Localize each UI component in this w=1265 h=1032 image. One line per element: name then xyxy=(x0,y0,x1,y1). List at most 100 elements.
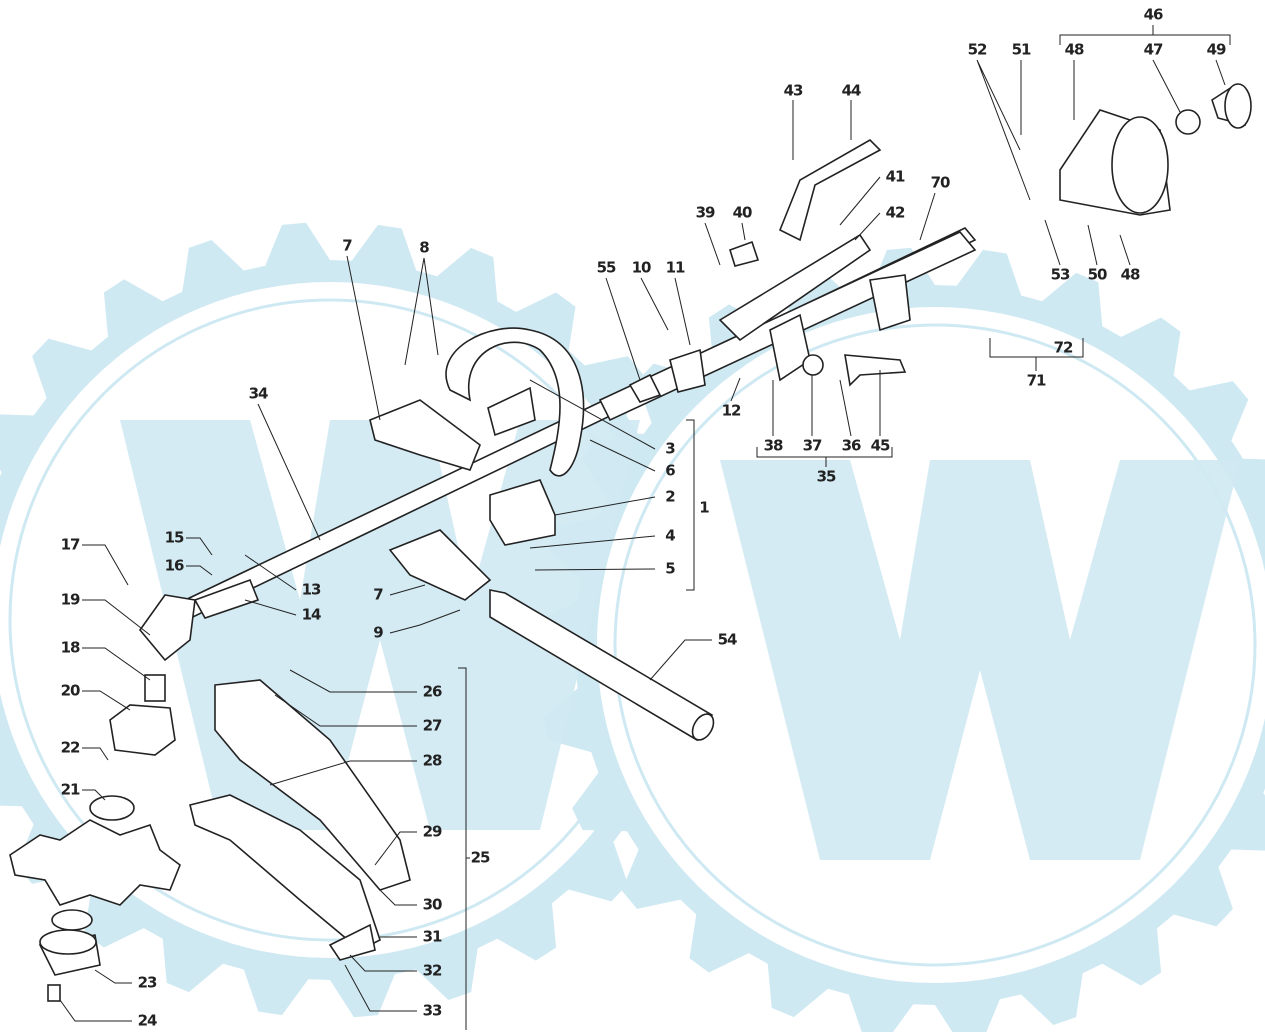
part-number: 48 xyxy=(1121,266,1140,284)
part-number: 31 xyxy=(423,928,442,946)
throttle-plate xyxy=(718,233,872,342)
part-number: 19 xyxy=(61,591,80,609)
part-number: 53 xyxy=(1051,266,1070,284)
part-number: 43 xyxy=(784,82,803,100)
leader-line xyxy=(82,599,151,636)
part-number: 1 xyxy=(699,499,709,517)
leader-line xyxy=(839,176,881,226)
leader-line xyxy=(458,667,467,1030)
upper-clamp xyxy=(369,399,481,471)
washer xyxy=(802,354,824,376)
part-number: 27 xyxy=(423,717,442,735)
leader-line xyxy=(244,599,297,616)
part-number: 13 xyxy=(302,581,321,599)
leader-line xyxy=(976,59,1031,201)
tube-end xyxy=(691,713,715,741)
part-number: 26 xyxy=(423,683,442,701)
part-number: 25 xyxy=(471,849,490,867)
part-number: 49 xyxy=(1207,41,1226,59)
part-number: 21 xyxy=(61,781,80,799)
gear-ring xyxy=(613,323,1257,967)
leader-line xyxy=(59,999,132,1022)
leader-line xyxy=(534,568,656,571)
leader-line xyxy=(529,535,656,549)
leader-line xyxy=(1152,59,1181,113)
part-number: 9 xyxy=(373,624,383,642)
leader-line xyxy=(756,447,893,458)
leader-line xyxy=(289,669,417,693)
leader-line xyxy=(1059,34,1231,45)
gear-head xyxy=(138,594,196,662)
leader-lines xyxy=(59,25,1231,1030)
trigger xyxy=(844,354,907,387)
leader-line xyxy=(344,964,417,1012)
guard-clip xyxy=(328,923,376,961)
watermark-w xyxy=(720,460,1240,860)
part-number: 29 xyxy=(423,823,442,841)
cap-nut-top xyxy=(39,929,97,955)
part-number: 55 xyxy=(597,259,616,277)
washer-plate xyxy=(51,909,93,931)
grip xyxy=(869,274,911,332)
part-number: 3 xyxy=(665,440,675,458)
part-number: 35 xyxy=(817,468,836,486)
leader-line xyxy=(349,954,417,972)
part-number: 4 xyxy=(665,527,675,545)
leader-line xyxy=(741,222,746,241)
part-number: 32 xyxy=(423,962,442,980)
part-number: 44 xyxy=(842,82,861,100)
part-number: 22 xyxy=(61,739,80,757)
part-number: 14 xyxy=(302,606,321,624)
cup xyxy=(109,704,176,756)
switch xyxy=(729,240,760,267)
leader-line xyxy=(82,789,106,801)
part-number: 54 xyxy=(718,631,737,649)
part-number: 39 xyxy=(696,204,715,222)
leader-line xyxy=(186,537,213,556)
part-number: 12 xyxy=(722,402,741,420)
leader-line xyxy=(529,379,656,450)
blade xyxy=(9,819,181,906)
bearing xyxy=(1175,109,1201,135)
part-number: 41 xyxy=(886,168,905,186)
leader-line xyxy=(674,277,691,346)
leader-line xyxy=(257,403,321,541)
part-number: 72 xyxy=(1054,339,1073,357)
parts xyxy=(9,83,1252,1002)
part-number: 11 xyxy=(666,259,685,277)
part-number: 28 xyxy=(423,752,442,770)
leader-line xyxy=(389,584,426,596)
part-number: 24 xyxy=(138,1012,157,1030)
lower-clamp xyxy=(388,529,492,601)
leader-line xyxy=(374,831,417,866)
leader-line xyxy=(82,544,129,586)
leader-line xyxy=(274,694,417,727)
guard-upper xyxy=(214,679,411,891)
part-number: 5 xyxy=(665,560,675,578)
part-number: 70 xyxy=(931,174,950,192)
part-number: 46 xyxy=(1144,6,1163,24)
leader-line xyxy=(404,257,439,366)
part-number: 48 xyxy=(1065,41,1084,59)
part-number: 7 xyxy=(373,586,383,604)
spacer xyxy=(144,674,166,702)
part-number: 18 xyxy=(61,639,80,657)
part-number: 36 xyxy=(842,437,861,455)
leader-line xyxy=(730,377,741,402)
part-number: 40 xyxy=(733,204,752,222)
part-number: 10 xyxy=(632,259,651,277)
part-number: 71 xyxy=(1027,372,1046,390)
leader-line xyxy=(94,969,132,984)
part-number: 52 xyxy=(968,41,987,59)
handle-clamp xyxy=(487,386,536,437)
leader-line xyxy=(589,439,656,472)
part-number: 15 xyxy=(165,529,184,547)
leader-line xyxy=(649,639,712,681)
leader-line xyxy=(1119,234,1131,266)
leader-line xyxy=(389,609,461,634)
part-number: 50 xyxy=(1088,266,1107,284)
leader-line xyxy=(186,565,213,576)
bracket xyxy=(193,578,260,619)
